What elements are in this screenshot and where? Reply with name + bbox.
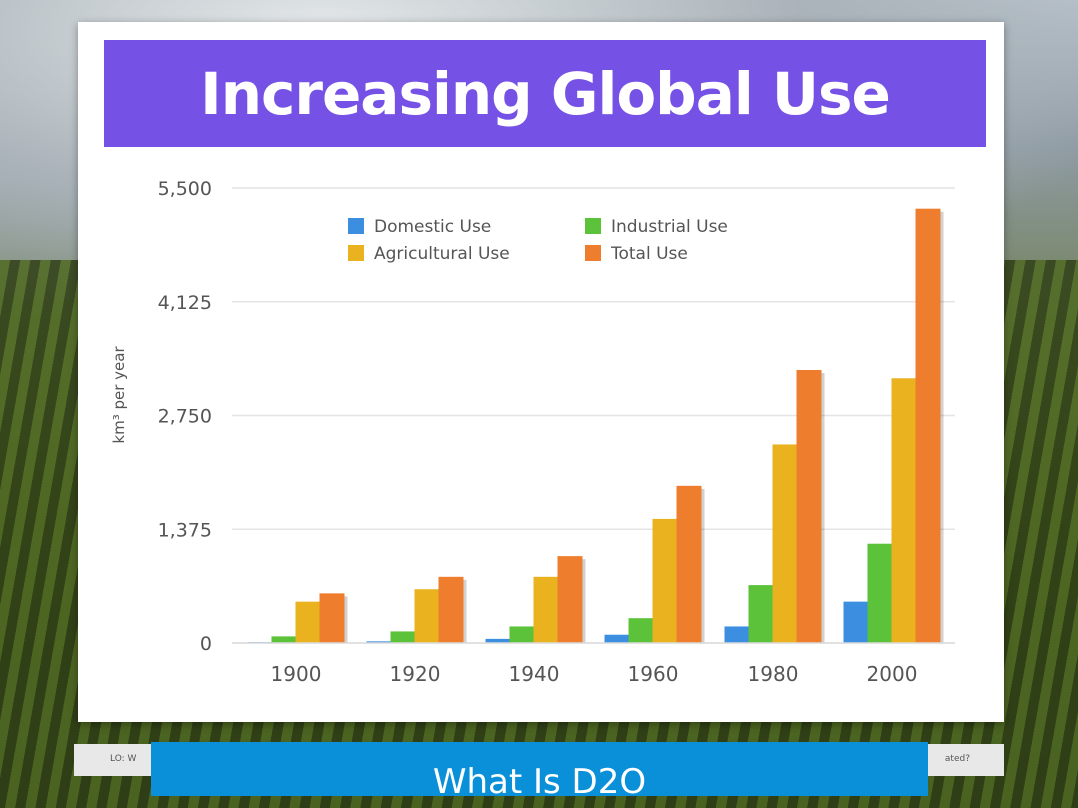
legend-label-total-use: Total Use bbox=[610, 244, 688, 264]
bar-domestic-use-1980 bbox=[724, 626, 750, 643]
footer-left-text: LO: W bbox=[110, 754, 137, 764]
y-axis-label: km³ per year bbox=[110, 346, 128, 444]
bar-total-use-2000 bbox=[915, 208, 941, 643]
bar-industrial-use-1920 bbox=[390, 631, 416, 643]
bar-total-use-1960 bbox=[676, 485, 702, 643]
bar-industrial-use-1960 bbox=[628, 618, 654, 643]
y-tick-label-2: 2,750 bbox=[158, 406, 212, 428]
bar-total-use-1980 bbox=[796, 370, 822, 643]
x-tick-label-1940: 1940 bbox=[509, 662, 560, 686]
x-tick-label-1980: 1980 bbox=[748, 662, 799, 686]
bar-domestic-use-1960 bbox=[604, 634, 630, 643]
legend-swatch-agricultural-use bbox=[348, 245, 364, 261]
bar-domestic-use-2000 bbox=[843, 601, 869, 643]
bar-domestic-use-1920 bbox=[366, 641, 392, 643]
x-tick-label-2000: 2000 bbox=[867, 662, 918, 686]
legend-label-domestic-use: Domestic Use bbox=[374, 217, 491, 237]
bar-industrial-use-1900 bbox=[271, 636, 297, 643]
x-tick-label-1960: 1960 bbox=[628, 662, 679, 686]
bar-domestic-use-1940 bbox=[485, 638, 511, 643]
x-tick-label-1900: 1900 bbox=[271, 662, 322, 686]
y-tick-label-0: 0 bbox=[200, 633, 212, 655]
slide-title: Increasing Global Use bbox=[200, 59, 891, 128]
footer-right-text: ated? bbox=[944, 754, 970, 764]
title-band: Increasing Global Use bbox=[104, 40, 986, 147]
legend-swatch-domestic-use bbox=[348, 218, 364, 234]
bar-total-use-1900 bbox=[319, 593, 345, 643]
bar-total-use-1940 bbox=[557, 556, 583, 643]
legend-swatch-total-use bbox=[585, 245, 601, 261]
bar-agricultural-use-1900 bbox=[295, 601, 321, 643]
bar-industrial-use-1940 bbox=[509, 626, 535, 643]
bar-agricultural-use-2000 bbox=[891, 378, 917, 643]
bar-industrial-use-2000 bbox=[867, 543, 893, 643]
bar-agricultural-use-1920 bbox=[414, 589, 440, 643]
caption-banner: What Is D2O bbox=[151, 742, 928, 796]
y-tick-label-1: 1,375 bbox=[158, 519, 212, 541]
bar-industrial-use-1980 bbox=[748, 585, 774, 643]
legend-label-agricultural-use: Agricultural Use bbox=[374, 244, 510, 264]
bar-agricultural-use-1960 bbox=[652, 518, 678, 643]
x-tick-label-1920: 1920 bbox=[390, 662, 441, 686]
bar-agricultural-use-1980 bbox=[772, 444, 798, 643]
y-tick-label-4: 5,500 bbox=[158, 178, 212, 200]
legend-swatch-industrial-use bbox=[585, 218, 601, 234]
caption-text: What Is D2O bbox=[432, 762, 647, 796]
bar-total-use-1920 bbox=[438, 576, 464, 643]
legend-label-industrial-use: Industrial Use bbox=[611, 217, 728, 237]
bar-agricultural-use-1940 bbox=[533, 576, 559, 643]
y-tick-label-3: 4,125 bbox=[158, 292, 212, 314]
